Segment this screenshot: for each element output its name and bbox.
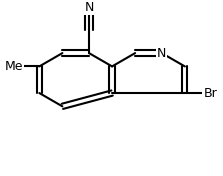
- Text: Me: Me: [5, 60, 23, 73]
- Text: N: N: [157, 47, 166, 60]
- Text: N: N: [84, 1, 94, 14]
- Text: Br: Br: [203, 87, 217, 100]
